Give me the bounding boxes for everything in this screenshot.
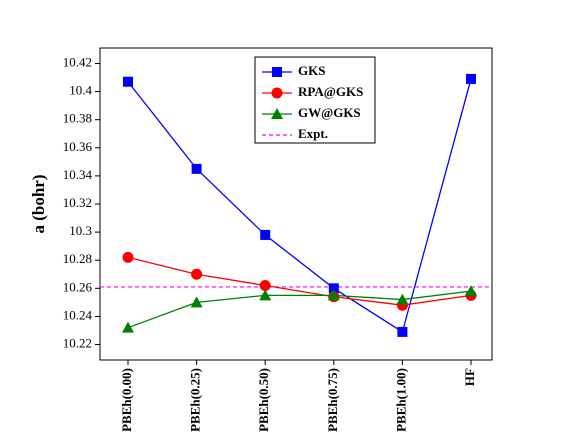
y-axis-label: a (bohr)	[29, 174, 48, 233]
marker	[396, 293, 409, 305]
x-tick-label: PBEh(0.75)	[325, 368, 340, 432]
y-tick-label: 10.38	[63, 111, 92, 126]
marker	[190, 296, 203, 308]
marker	[191, 163, 202, 174]
y-tick-label: 10.42	[63, 54, 92, 69]
marker	[272, 67, 282, 77]
series-line	[127, 290, 472, 329]
marker	[328, 283, 339, 294]
marker	[259, 280, 271, 292]
marker	[466, 73, 476, 84]
marker	[397, 326, 408, 337]
marker	[327, 289, 340, 301]
series-line	[127, 256, 472, 306]
marker	[122, 321, 134, 333]
series-line	[127, 78, 472, 333]
x-tick-label: HF	[462, 368, 477, 386]
x-tick-label: PBEh(0.25)	[188, 368, 203, 432]
y-tick-label: 10.26	[63, 279, 93, 294]
y-tick-label: 10.22	[63, 336, 92, 351]
marker	[191, 268, 203, 280]
legend-label: RPA@GKS	[298, 84, 363, 99]
marker	[122, 251, 134, 263]
y-tick-label: 10.28	[63, 251, 92, 266]
legend-label: GW@GKS	[298, 105, 361, 120]
y-tick-label: 10.36	[63, 139, 93, 154]
y-tick-label: 10.32	[63, 195, 92, 210]
marker	[123, 76, 133, 87]
marker	[465, 285, 477, 297]
y-tick-label: 10.34	[63, 167, 93, 182]
y-tick-label: 10.4	[69, 83, 92, 98]
marker	[271, 108, 283, 119]
marker	[271, 87, 283, 99]
y-tick-label: 10.3	[69, 223, 92, 238]
marker	[260, 229, 271, 240]
marker	[259, 289, 272, 301]
x-tick-label: PBEh(0.00)	[119, 368, 134, 432]
x-tick-label: PBEh(1.00)	[393, 368, 408, 432]
legend-label: Expt.	[298, 126, 328, 141]
legend-label: GKS	[298, 63, 325, 78]
x-tick-label: PBEh(0.50)	[256, 368, 271, 432]
y-tick-label: 10.24	[63, 307, 93, 322]
